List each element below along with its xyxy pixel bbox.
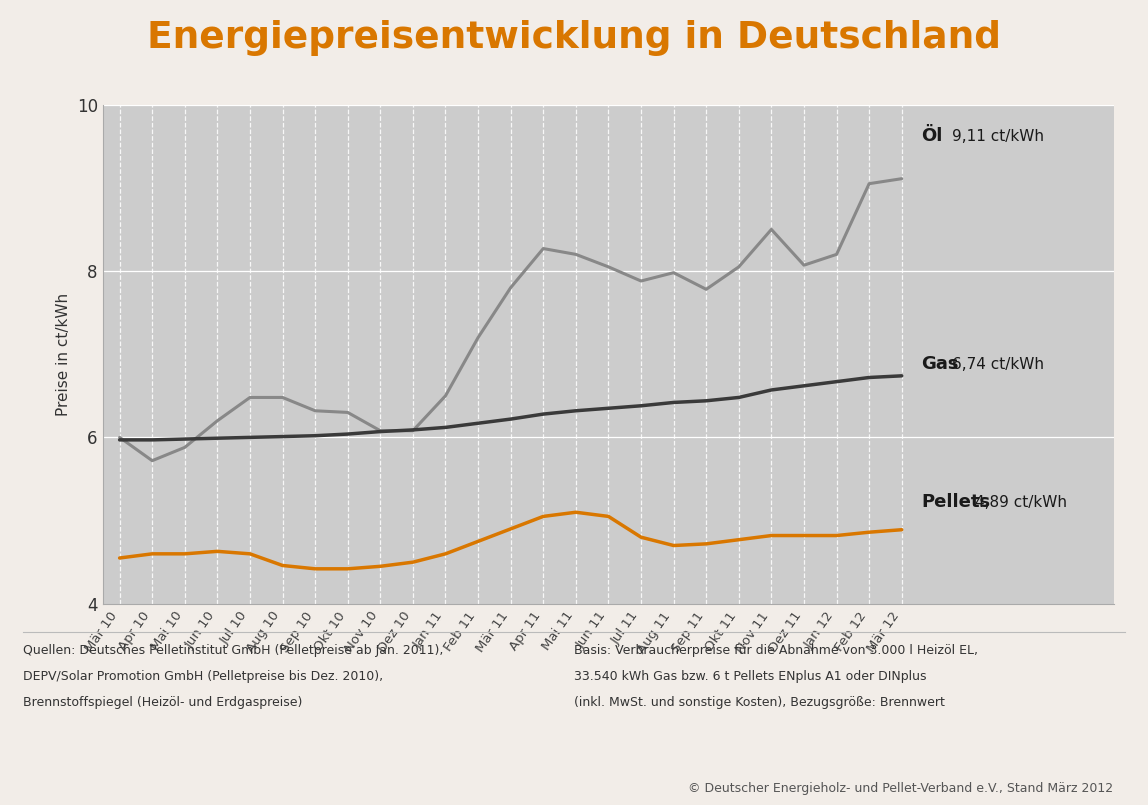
Text: (inkl. MwSt. und sonstige Kosten), Bezugsgröße: Brennwert: (inkl. MwSt. und sonstige Kosten), Bezug…: [574, 696, 945, 708]
Y-axis label: Preise in ct/kWh: Preise in ct/kWh: [56, 293, 71, 415]
Text: 33.540 kWh Gas bzw. 6 t Pellets ENplus A1 oder DINplus: 33.540 kWh Gas bzw. 6 t Pellets ENplus A…: [574, 670, 926, 683]
Text: 4,89 ct/kWh: 4,89 ct/kWh: [975, 495, 1066, 510]
Text: Pellets: Pellets: [922, 493, 991, 511]
Text: Gas: Gas: [922, 355, 959, 374]
Text: Brennstoffspiegel (Heizöl- und Erdgaspreise): Brennstoffspiegel (Heizöl- und Erdgaspre…: [23, 696, 302, 708]
Text: Quellen: Deutsches Pelletinstitut GmbH (Pelletpreise ab Jan. 2011),: Quellen: Deutsches Pelletinstitut GmbH (…: [23, 644, 443, 657]
Text: Energiepreisentwicklung in Deutschland: Energiepreisentwicklung in Deutschland: [147, 20, 1001, 56]
Text: 6,74 ct/kWh: 6,74 ct/kWh: [952, 357, 1045, 372]
Text: Basis: Verbraucherpreise für die Abnahme von 3.000 l Heizöl EL,: Basis: Verbraucherpreise für die Abnahme…: [574, 644, 978, 657]
Text: DEPV/Solar Promotion GmbH (Pelletpreise bis Dez. 2010),: DEPV/Solar Promotion GmbH (Pelletpreise …: [23, 670, 383, 683]
Text: © Deutscher Energieholz- und Pellet-Verband e.V., Stand März 2012: © Deutscher Energieholz- und Pellet-Verb…: [689, 782, 1114, 795]
Text: 9,11 ct/kWh: 9,11 ct/kWh: [952, 129, 1045, 144]
Text: Öl: Öl: [922, 127, 943, 145]
